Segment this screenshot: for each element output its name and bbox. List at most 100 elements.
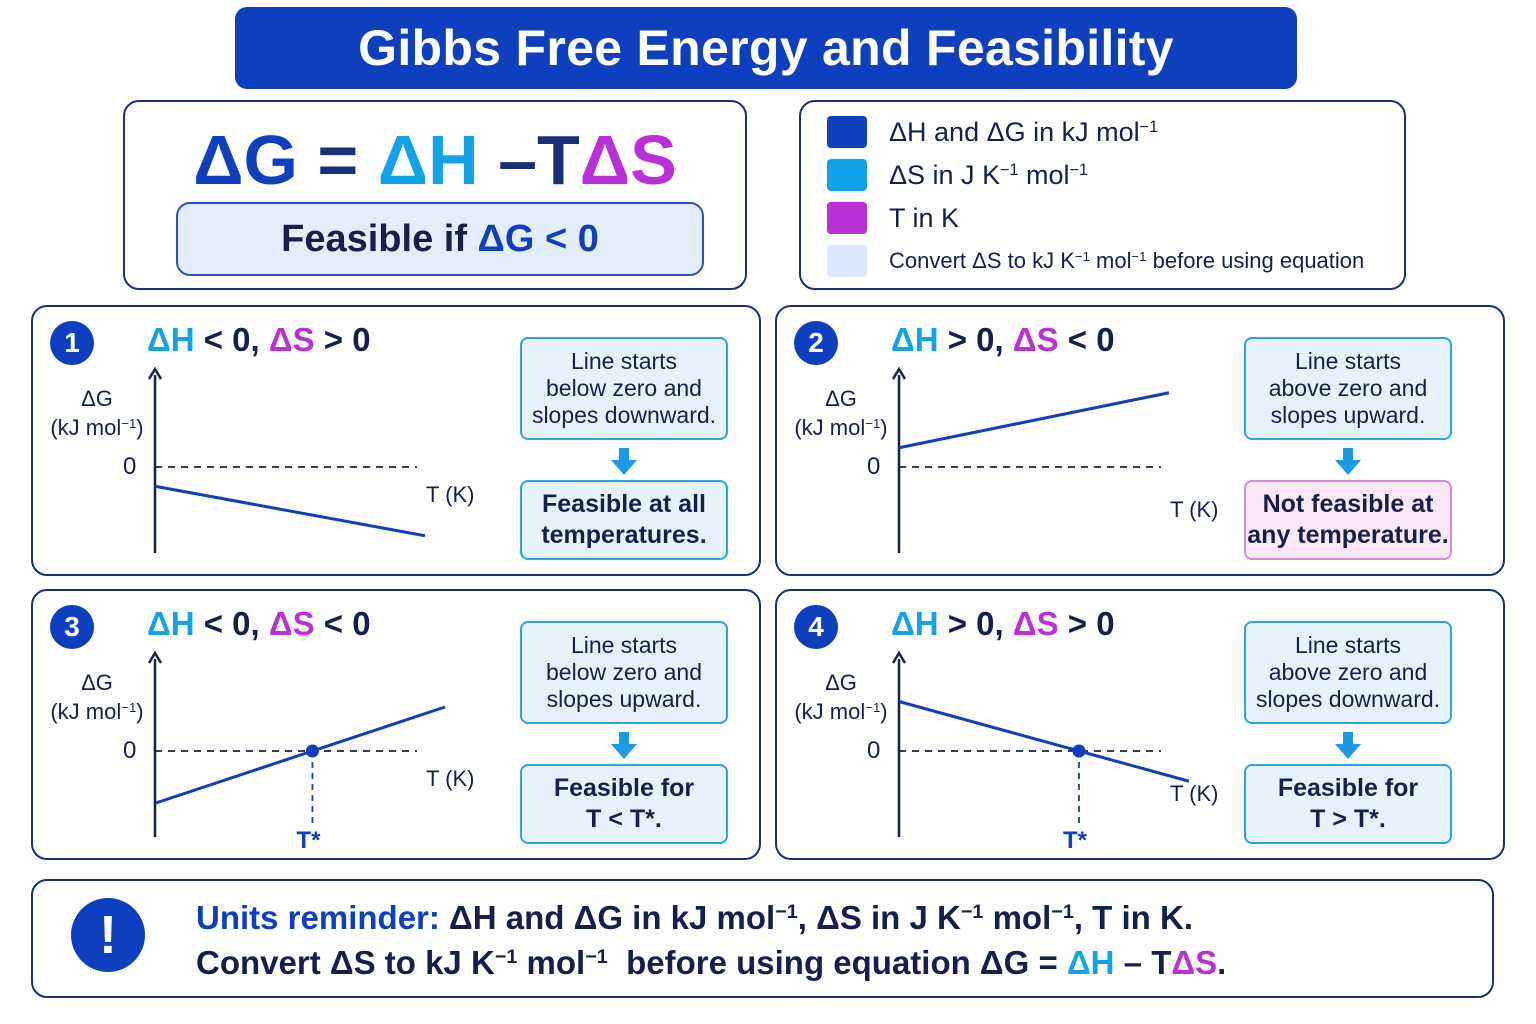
result-box: Feasible at all temperatures. (520, 480, 728, 560)
legend-swatch (827, 159, 867, 191)
y-axis-arrow-icon (147, 650, 163, 664)
result-box: Not feasible at any temperature. (1244, 480, 1452, 560)
legend-text-pre: ΔH and ΔG in kJ mol (889, 116, 1140, 147)
units-line2-a: Convert ΔS to kJ K (196, 944, 495, 981)
y-axis-label-units: (kJ mol−1) (45, 697, 149, 726)
case-condition: ΔH < 0, ΔS < 0 (147, 605, 371, 643)
page-title: Gibbs Free Energy and Feasibility (235, 7, 1297, 89)
units-line2-sup2: −1 (585, 946, 608, 969)
delta-g-line (898, 700, 1190, 783)
result-line: temperatures. (541, 521, 707, 549)
units-line1-d: , T in K. (1073, 899, 1193, 936)
graph-svg (147, 366, 426, 553)
y-axis-arrow-icon (891, 366, 907, 380)
down-arrow-icon (611, 732, 637, 759)
case-condition: ΔH < 0, ΔS > 0 (147, 321, 371, 359)
condition-dS: ΔS (268, 605, 315, 642)
y-units-open: (kJ mol (794, 415, 866, 440)
y-axis-label: ΔG (kJ mol−1) (45, 668, 149, 726)
result-line: Feasible for (1277, 774, 1419, 802)
units-line1-sup2: −1 (960, 901, 984, 924)
condition-dH: ΔH (147, 321, 195, 358)
y-axis-label-units: (kJ mol−1) (789, 697, 893, 726)
feasible-rule-cond: < 0 (544, 217, 599, 260)
explanation-line: Line starts (1294, 348, 1402, 374)
condition-dS-sign: > 0 (314, 321, 371, 358)
y-units-close: ) (880, 699, 888, 724)
legend-sup: −1 (1074, 248, 1090, 264)
case-number-badge: 3 (50, 605, 94, 649)
y-axis-arrow-icon (891, 650, 907, 664)
result-line: Feasible for (553, 774, 695, 802)
condition-dH-sign: < 0, (194, 605, 269, 642)
y-units-sup: −1 (121, 699, 137, 715)
units-line2-c: before using equation ΔG = (607, 944, 1067, 981)
y-axis-arrow-icon (147, 366, 163, 380)
condition-dS: ΔS (1012, 605, 1059, 642)
x-axis-label: T (K) (1170, 781, 1219, 806)
result-text: Not feasible at any temperature. (1247, 489, 1448, 551)
case-condition: ΔH > 0, ΔS < 0 (891, 321, 1115, 359)
result-line: T > T*. (1310, 805, 1386, 833)
legend-text-pre: ΔS in J K (889, 159, 1001, 190)
case-number-badge: 1 (50, 321, 94, 365)
explanation-text: Line starts above zero and slopes downward… (1256, 632, 1440, 713)
case-panel-2: 2 ΔH > 0, ΔS < 0 ΔG (kJ mol−1) 0 T (K) Line st… (775, 305, 1505, 576)
explanation-line: above zero and (1268, 375, 1428, 401)
explanation-box: Line starts below zero and slopes upward. (520, 621, 728, 724)
case-panel-3: 3 ΔH < 0, ΔS < 0 ΔG (kJ mol−1) 0 T (K) T* Line … (31, 589, 761, 860)
legend-row: T in K (827, 200, 959, 236)
eq-dH: ΔH (377, 121, 479, 199)
result-line: any temperature. (1247, 521, 1449, 549)
feasible-rule-box: Feasible if ΔG < 0 (176, 202, 704, 276)
eq-T: T (537, 121, 580, 199)
condition-dS: ΔS (268, 321, 315, 358)
feasible-rule-dG: ΔG (477, 217, 535, 260)
case-number-badge: 2 (794, 321, 838, 365)
legend-swatch (827, 245, 867, 277)
result-line: T < T*. (586, 805, 662, 833)
explanation-line: slopes upward. (546, 686, 702, 712)
delta-g-line (154, 705, 446, 805)
y-units-open: (kJ mol (50, 699, 122, 724)
down-arrow-shape (611, 448, 637, 475)
result-line: Feasible at all (542, 490, 706, 518)
explanation-box: Line starts above zero and slopes upward. (1244, 337, 1452, 440)
zero-label: 0 (867, 737, 881, 764)
down-arrow-icon (1335, 448, 1361, 475)
condition-dS: ΔS (1012, 321, 1059, 358)
eq-dG: ΔG (193, 121, 298, 199)
result-text: Feasible at all temperatures. (541, 489, 706, 551)
explanation-text: Line starts below zero and slopes upward. (546, 632, 702, 713)
condition-dS-sign: < 0 (314, 605, 371, 642)
legend-sup: −1 (1069, 160, 1089, 179)
delta-g-line (154, 484, 426, 538)
y-axis-label: ΔG (kJ mol−1) (789, 384, 893, 442)
down-arrow-icon (611, 448, 637, 475)
legend-text-pre: T in K (889, 202, 960, 233)
tstar-label: T* (1063, 827, 1087, 854)
y-units-close: ) (136, 699, 144, 724)
legend-text: ΔS in J K−1 mol−1 (889, 160, 1088, 191)
eq-equals: = (317, 121, 359, 199)
tstar-label: T* (296, 827, 321, 854)
condition-dH-sign: > 0, (938, 321, 1013, 358)
units-line2-sup1: −1 (494, 946, 518, 969)
y-units-close: ) (136, 415, 144, 440)
y-axis-label-units: (kJ mol−1) (789, 413, 893, 442)
gibbs-equation: ΔG = ΔH –TΔS (125, 110, 745, 210)
condition-dH-sign: > 0, (938, 605, 1013, 642)
case-panel-4: 4 ΔH > 0, ΔS > 0 ΔG (kJ mol−1) 0 T (K) T* Line … (775, 589, 1505, 860)
condition-dH: ΔH (891, 605, 939, 642)
down-arrow-shape (611, 732, 637, 759)
result-box: Feasible for T > T*. (1244, 764, 1452, 844)
condition-dS-sign: > 0 (1058, 605, 1115, 642)
units-line1-b: , ΔS in J K (797, 899, 961, 936)
y-axis-label-dG: ΔG (81, 670, 113, 695)
exclamation-icon: ! (71, 898, 145, 972)
result-line: Not feasible at (1262, 490, 1434, 518)
legend-sup: −1 (1000, 160, 1019, 179)
legend-row: ΔS in J K−1 mol−1 (827, 157, 1088, 193)
legend-text: ΔH and ΔG in kJ mol−1 (889, 117, 1158, 148)
explanation-box: Line starts above zero and slopes downward… (1244, 621, 1452, 724)
